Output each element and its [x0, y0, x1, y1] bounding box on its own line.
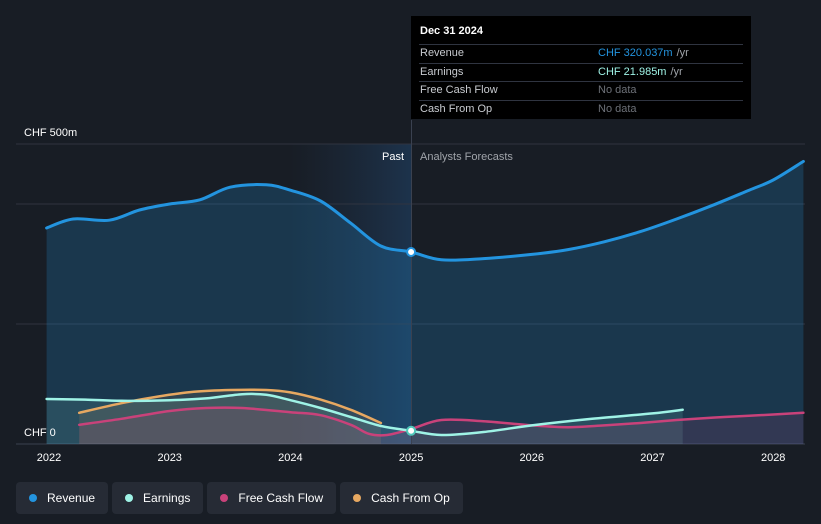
legend-item-revenue[interactable]: Revenue	[16, 482, 109, 514]
x-tick-label: 2028	[761, 452, 785, 464]
highlight-markers	[406, 247, 417, 436]
legend-label: Cash From Op	[371, 491, 450, 505]
tooltip-label: Earnings	[420, 65, 464, 78]
past-label: Past	[382, 151, 404, 163]
legend-item-earnings[interactable]: Earnings	[112, 482, 204, 514]
tooltip-label: Free Cash Flow	[420, 84, 498, 96]
legend: Revenue Earnings Free Cash Flow Cash Fro…	[16, 482, 463, 514]
tooltip-date: Dec 31 2024	[420, 25, 483, 37]
tooltip-label: Revenue	[420, 47, 465, 59]
forecast-label: Analysts Forecasts	[420, 151, 513, 163]
tooltip: Dec 31 2024 Revenue CHF 320.037m /yr Ear…	[411, 16, 751, 119]
legend-label: Free Cash Flow	[238, 491, 324, 505]
x-axis-ticks: 2022 2023 2024 2025 2026 2027 2028	[37, 452, 786, 464]
tooltip-value: No data	[598, 84, 637, 96]
revenue-area	[46, 161, 804, 444]
earnings-marker	[406, 425, 417, 436]
tooltip-row-earnings: Earnings CHF 21.985m /yr	[419, 62, 743, 82]
chart-canvas: CHF 500m CHF 0 Past Analysts Forecasts 2…	[16, 120, 805, 464]
x-tick-label: 2022	[37, 452, 61, 464]
revenue-dot-icon	[29, 494, 37, 502]
tooltip-row-free-cash-flow: Free Cash Flow No data	[419, 81, 743, 100]
x-tick-label: 2025	[399, 452, 423, 464]
series-areas	[46, 161, 804, 444]
legend-item-cash-from-op[interactable]: Cash From Op	[340, 482, 463, 514]
tooltip-row-cash-from-op: Cash From Op No data	[419, 99, 743, 119]
tooltip-value: CHF 320.037m	[598, 47, 673, 59]
tooltip-row-revenue: Revenue CHF 320.037m /yr	[419, 44, 743, 63]
x-tick-label: 2026	[520, 452, 544, 464]
earnings-dot-icon	[125, 494, 134, 502]
legend-item-free-cash-flow[interactable]: Free Cash Flow	[207, 482, 337, 514]
revenue-line	[45, 159, 805, 262]
tooltip-value: CHF 21.985m	[598, 65, 667, 78]
past-highlight-region	[290, 144, 411, 444]
tooltip-unit: /yr	[670, 65, 683, 78]
x-tick-label: 2027	[640, 452, 664, 464]
free-cash-flow-area	[79, 407, 804, 444]
free-cash-flow-dot-icon	[220, 494, 229, 502]
earnings-area	[46, 393, 683, 444]
x-tick-label: 2023	[157, 452, 181, 464]
tooltip-label: Cash From Op	[420, 102, 493, 115]
earnings-line	[45, 392, 684, 437]
y-label-bottom: CHF 0	[24, 427, 56, 439]
legend-label: Revenue	[47, 491, 96, 505]
tooltip-unit: /yr	[676, 47, 689, 59]
legend-label: Earnings	[143, 491, 191, 505]
y-label-top: CHF 500m	[24, 127, 77, 139]
cash-from-op-dot-icon	[353, 494, 362, 502]
revenue-marker	[406, 247, 417, 257]
tooltip-value: No data	[598, 102, 637, 115]
x-tick-label: 2024	[278, 452, 302, 464]
gridlines	[16, 143, 805, 445]
